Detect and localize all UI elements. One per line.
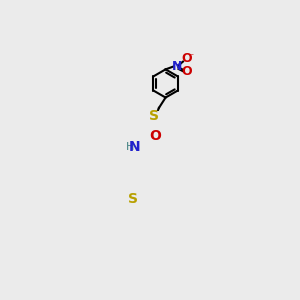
Text: H: H <box>126 142 134 152</box>
Text: O: O <box>149 129 161 143</box>
Text: S: S <box>128 192 138 206</box>
Text: ⁻: ⁻ <box>188 52 194 62</box>
Text: O: O <box>182 65 192 78</box>
Text: O: O <box>182 52 192 65</box>
Text: N: N <box>172 60 182 73</box>
Text: N: N <box>129 140 141 154</box>
Text: +: + <box>176 62 182 68</box>
Text: S: S <box>149 109 160 123</box>
